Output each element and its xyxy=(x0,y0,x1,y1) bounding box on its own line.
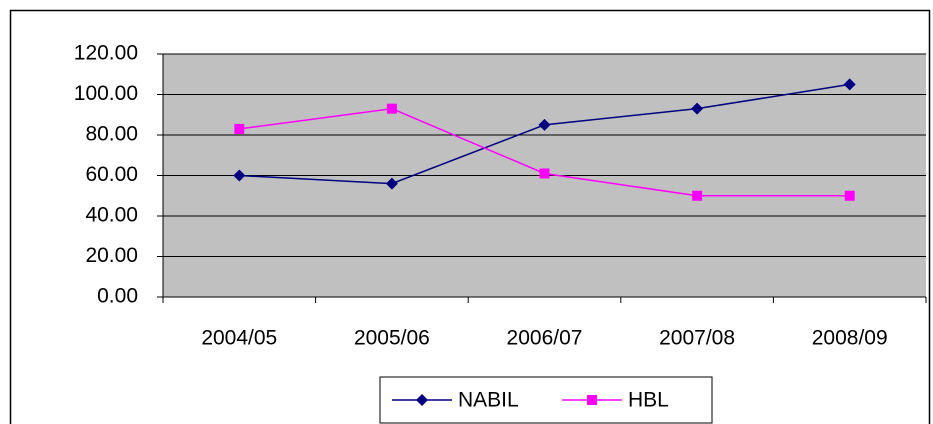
marker xyxy=(538,118,551,131)
x-tick-label: 2004/05 xyxy=(201,327,277,350)
y-tick-label: 20.00 xyxy=(85,244,138,267)
marker xyxy=(539,168,550,179)
marker xyxy=(587,395,597,405)
marker xyxy=(386,103,397,114)
marker xyxy=(692,190,703,201)
y-tick-label: 100.00 xyxy=(74,82,138,105)
x-tick-label: 2006/07 xyxy=(507,327,583,350)
marker xyxy=(234,123,245,134)
marker xyxy=(385,177,398,190)
y-tick-label: 0.00 xyxy=(97,285,138,308)
x-tick-label: 2008/09 xyxy=(812,327,888,350)
y-tick-label: 120.00 xyxy=(74,42,138,65)
y-tick-label: 40.00 xyxy=(85,204,138,227)
marker xyxy=(233,169,246,182)
y-tick-label: 60.00 xyxy=(85,163,138,186)
legend-label: HBL xyxy=(628,389,669,412)
legend-label: NABIL xyxy=(458,389,519,412)
marker xyxy=(843,78,856,91)
x-tick-label: 2007/08 xyxy=(659,327,735,350)
marker xyxy=(416,394,428,406)
marker xyxy=(844,190,855,201)
marker xyxy=(691,102,704,115)
y-tick-label: 80.00 xyxy=(85,123,138,146)
x-tick-label: 2005/06 xyxy=(354,327,430,350)
